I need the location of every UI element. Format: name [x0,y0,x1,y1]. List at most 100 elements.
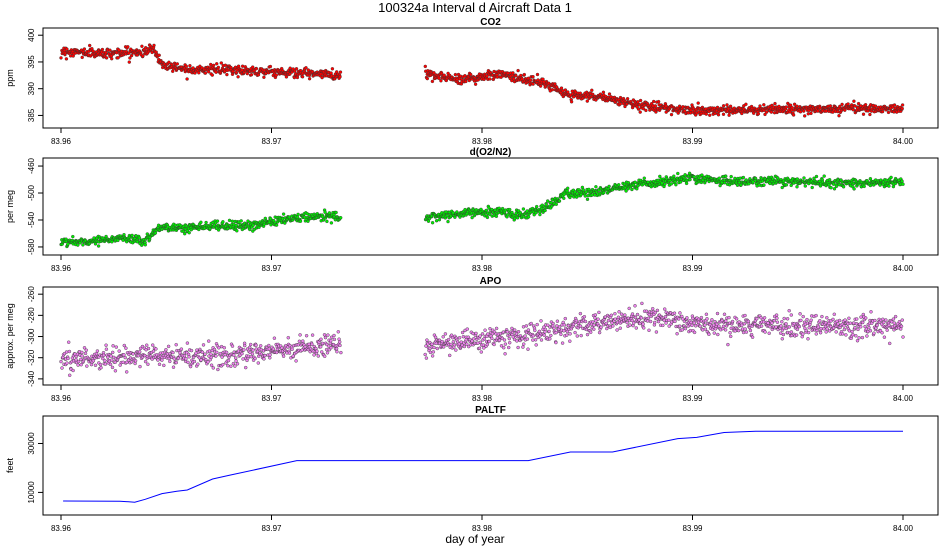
data-point [503,342,508,346]
data-point [872,331,876,335]
data-point [630,187,634,192]
data-point [566,186,570,191]
data-point [79,363,83,367]
data-point [499,344,504,348]
data-point [611,324,615,328]
data-point [646,316,651,320]
data-point [275,350,279,355]
data-point [137,236,142,240]
data-point [226,364,230,368]
data-point [590,88,594,93]
data-point [559,86,564,90]
data-point [763,330,767,334]
data-point [502,338,507,342]
data-point [263,353,267,358]
data-point [437,76,441,81]
data-point [446,219,450,224]
data-point [507,345,511,350]
data-point [848,321,853,325]
data-point [868,112,872,117]
data-point [560,341,565,345]
data-point [900,106,904,111]
data-point [707,332,711,336]
data-point [531,334,535,338]
data-point [852,187,856,191]
data-point [867,325,871,330]
data-point [822,327,826,331]
data-point [157,53,161,57]
data-point [207,349,212,353]
data-point [785,317,790,321]
data-point [162,363,166,368]
data-point [592,327,596,331]
data-point [312,353,316,357]
data-point [763,112,767,117]
data-point [494,326,499,331]
data-point [762,103,766,107]
data-point [124,370,129,374]
data-point [267,343,271,348]
data-point [164,348,168,352]
data-point [624,189,628,193]
data-point [814,174,819,179]
data-point [76,359,81,364]
data-point [854,334,858,338]
data-point [316,354,320,358]
data-point [554,340,558,345]
data-point [684,181,689,186]
data-point [200,350,205,354]
data-point [117,48,121,52]
data-point [726,106,731,111]
data-point [696,101,700,105]
data-point [324,347,329,352]
data-point [607,92,612,96]
data-point [206,360,210,364]
data-point [563,316,567,321]
x-tick-label: 84.00 [893,394,914,403]
data-point [806,330,811,335]
data-point [685,316,689,320]
data-point [280,346,284,350]
data-point [327,211,332,215]
data-point [825,316,829,320]
figure-title: 100324a Interval d Aircraft Data 1 [378,0,572,15]
data-point [538,84,543,88]
data-point [80,350,84,355]
data-point [262,357,266,361]
data-point [852,321,856,325]
x-tick-label: 83.96 [51,264,72,273]
data-point [335,350,339,354]
data-point [691,316,695,321]
data-point [762,316,767,320]
y-tick-label: 390 [27,81,36,95]
data-point [484,208,488,213]
data-point [717,176,721,180]
data-point [128,56,132,60]
data-point [723,328,728,332]
data-point [699,315,704,320]
data-point [546,323,550,327]
data-point [638,98,643,103]
data-point [554,202,558,207]
data-point [585,197,590,202]
data-point [93,363,98,367]
data-point [80,55,84,60]
data-point [773,101,777,106]
data-point [448,73,452,78]
data-point [803,114,807,118]
data-point [551,321,555,326]
data-point [575,334,579,338]
data-point [853,325,857,330]
data-point [338,340,342,344]
data-point [597,330,602,335]
data-point [630,312,635,316]
data-point [76,363,80,367]
data-point [488,327,492,331]
y-axis-label: feet [5,457,15,473]
data-point [332,337,337,342]
data-point [133,359,138,363]
data-point [724,174,728,179]
data-point [798,312,802,316]
data-point [851,108,855,112]
data-point [274,73,278,77]
